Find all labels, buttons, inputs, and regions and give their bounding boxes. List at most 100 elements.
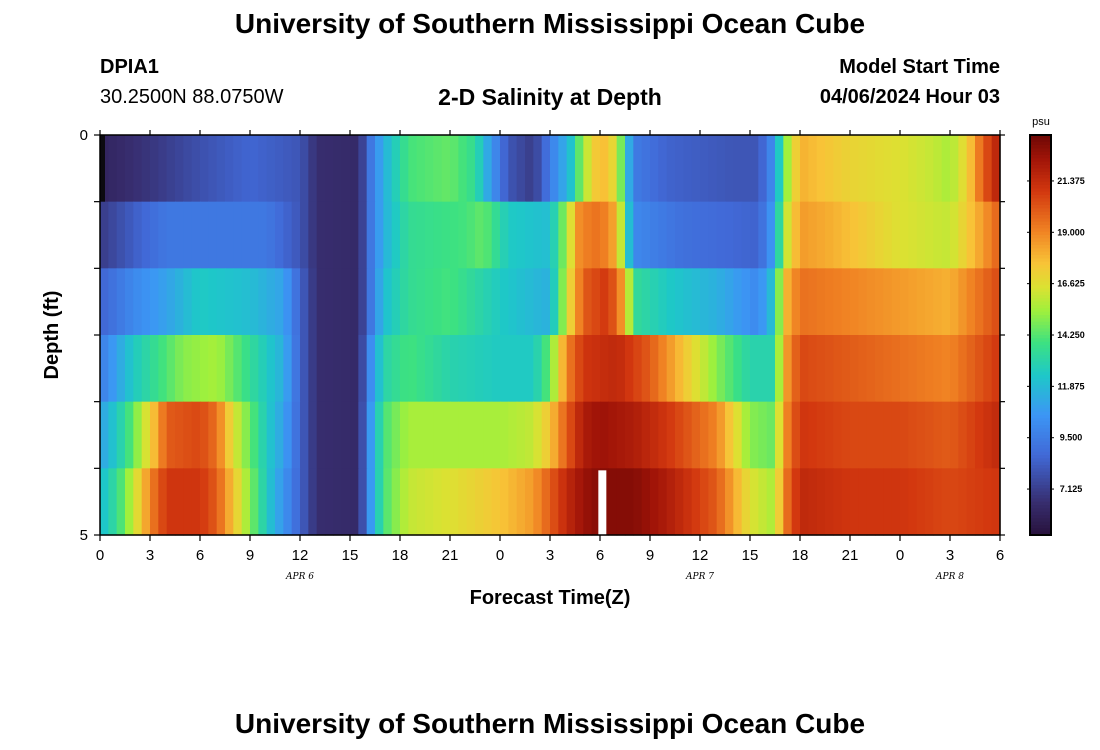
heatmap-cell bbox=[816, 401, 826, 469]
heatmap-cell bbox=[108, 268, 118, 336]
y-axis-label: Depth (ft) bbox=[41, 291, 63, 380]
heatmap-cell bbox=[483, 201, 493, 269]
heatmap-cell bbox=[191, 135, 201, 203]
heatmap-cell bbox=[766, 135, 776, 203]
colorbar-segment bbox=[1030, 455, 1051, 459]
heatmap-cell bbox=[366, 268, 376, 336]
heatmap-cell bbox=[700, 268, 709, 336]
heatmap-cell bbox=[641, 335, 651, 403]
heatmap-cell bbox=[316, 401, 326, 469]
colorbar-segment bbox=[1030, 418, 1051, 423]
heatmap-cell bbox=[358, 335, 368, 403]
heatmap-cell bbox=[591, 335, 601, 403]
colorbar-tick-label: 16.625 bbox=[1057, 279, 1085, 289]
colorbar-segment bbox=[1030, 478, 1051, 483]
heatmap-cell bbox=[258, 335, 268, 403]
heatmap-cell bbox=[433, 468, 443, 536]
heatmap-cell bbox=[566, 268, 576, 336]
heatmap-cell bbox=[166, 135, 176, 203]
heatmap-cell bbox=[441, 201, 451, 269]
heatmap-cell bbox=[558, 135, 568, 203]
heatmap-cell bbox=[941, 268, 951, 336]
heatmap-cell bbox=[266, 335, 276, 403]
colorbar-segment bbox=[1030, 378, 1051, 383]
heatmap-cell bbox=[650, 268, 659, 336]
heatmap-cell bbox=[416, 268, 426, 336]
heatmap-cell bbox=[725, 468, 734, 536]
chart-title: 2-D Salinity at Depth bbox=[438, 84, 662, 110]
heatmap-cell bbox=[841, 201, 851, 269]
heatmap-cell bbox=[241, 135, 251, 203]
heatmap-cell bbox=[491, 201, 501, 269]
heatmap-cell bbox=[933, 268, 943, 336]
station-id: DPIA1 bbox=[100, 56, 159, 78]
heatmap-cell bbox=[925, 268, 934, 336]
heatmap-cell bbox=[216, 135, 226, 203]
x-axis-label: Forecast Time(Z) bbox=[470, 587, 631, 609]
heatmap-cell bbox=[425, 268, 434, 336]
colorbar-tick-label: 19.000 bbox=[1057, 227, 1085, 237]
heatmap-cell bbox=[833, 135, 843, 203]
heatmap-cell bbox=[383, 401, 393, 469]
heatmap-cell bbox=[916, 135, 926, 203]
colorbar-segment bbox=[1030, 428, 1051, 433]
heatmap-cell bbox=[116, 268, 126, 336]
heatmap-cell bbox=[891, 135, 901, 203]
heatmap-cell bbox=[200, 335, 209, 403]
heatmap-cell bbox=[200, 468, 209, 536]
heatmap-cell bbox=[758, 335, 768, 403]
heatmap-cell bbox=[300, 135, 309, 203]
colorbar-segment bbox=[1030, 238, 1051, 243]
heatmap-cell bbox=[966, 401, 976, 469]
heatmap-cell bbox=[416, 335, 426, 403]
heatmap-cell bbox=[983, 401, 993, 469]
colorbar-segment bbox=[1030, 265, 1051, 269]
heatmap-cell bbox=[575, 468, 584, 536]
heatmap-cell bbox=[308, 135, 318, 203]
heatmap-cell bbox=[291, 135, 301, 203]
heatmap-cell bbox=[858, 335, 868, 403]
heatmap-cell bbox=[900, 268, 909, 336]
colorbar: 7.125 9.500 11.875 14.250 16.625 19.000 21.375 bbox=[1027, 134, 1085, 536]
heatmap-cell bbox=[266, 135, 276, 203]
heatmap-cell bbox=[266, 401, 276, 469]
colorbar-segment bbox=[1030, 321, 1051, 326]
heatmap-cell bbox=[591, 401, 601, 469]
heatmap-cell bbox=[616, 401, 626, 469]
colorbar-segment bbox=[1030, 341, 1051, 346]
heatmap-cell bbox=[641, 401, 651, 469]
heatmap-cell bbox=[558, 401, 568, 469]
heatmap-cell bbox=[591, 268, 601, 336]
colorbar-segment bbox=[1030, 211, 1051, 216]
colorbar-segment bbox=[1030, 215, 1051, 219]
heatmap-cell bbox=[300, 468, 309, 536]
heatmap-cell bbox=[716, 268, 726, 336]
heatmap-cell bbox=[541, 201, 551, 269]
heatmap-cell bbox=[891, 468, 901, 536]
heatmap-cell bbox=[366, 468, 376, 536]
model-start-value: 04/06/2024 Hour 03 bbox=[819, 86, 1000, 108]
colorbar-segment bbox=[1030, 325, 1051, 329]
heatmap-cell bbox=[816, 468, 826, 536]
heatmap-cell bbox=[916, 335, 926, 403]
heatmap-cell bbox=[575, 335, 584, 403]
heatmap-cell bbox=[116, 201, 126, 269]
heatmap-cell bbox=[533, 401, 543, 469]
heatmap-cell bbox=[825, 135, 834, 203]
footer-title: University of Southern Mississippi Ocean… bbox=[234, 708, 866, 739]
heatmap-cell bbox=[783, 335, 793, 403]
heatmap-cell bbox=[658, 401, 668, 469]
heatmap-cell bbox=[941, 201, 951, 269]
heatmap-cell bbox=[608, 201, 618, 269]
heatmap-cell bbox=[241, 468, 251, 536]
heatmap-cell bbox=[683, 135, 693, 203]
heatmap-cell bbox=[625, 268, 634, 336]
heatmap-cell bbox=[700, 401, 709, 469]
heatmap-cell bbox=[300, 335, 309, 403]
heatmap-cell bbox=[866, 135, 876, 203]
heatmap-cell bbox=[866, 468, 876, 536]
colorbar-segment bbox=[1030, 301, 1051, 306]
heatmap-cell bbox=[150, 335, 159, 403]
x-tick-label: 0 bbox=[96, 547, 104, 564]
heatmap-cell bbox=[233, 468, 243, 536]
